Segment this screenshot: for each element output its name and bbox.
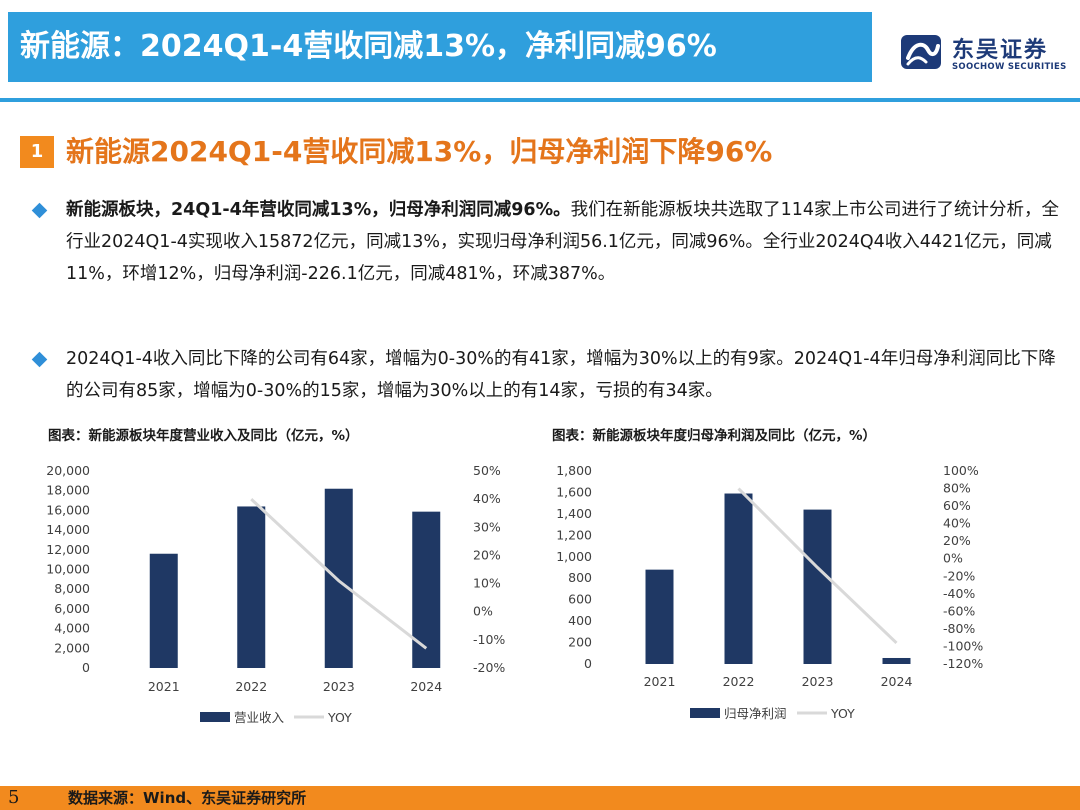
y-axis-tick-label: 6,000	[54, 601, 90, 616]
y-axis-tick-label: 12,000	[46, 542, 90, 557]
x-axis-tick-label: 2022	[235, 679, 267, 694]
bar-mark	[237, 506, 266, 668]
company-logo: 东吴证券 SOOCHOW SECURITIES	[900, 32, 1070, 76]
net-profit-chart: 1,800 1,600 1,400 1,200 1,000 800 600 400 200 0 10…	[556, 463, 983, 721]
y2-axis-tick-label: -100%	[943, 638, 983, 653]
y-axis-tick-label: 1,000	[556, 549, 592, 564]
y2-axis-tick-label: 20%	[473, 547, 501, 562]
legend-bar-label: 归母净利润	[724, 706, 787, 721]
soochow-logo-icon	[901, 35, 941, 69]
y2-axis-tick-label: 60%	[943, 498, 971, 513]
legend-line-label: YOY	[327, 710, 352, 725]
revenue-chart: 20,000 18,000 16,000 14,000 12,000 10,000 8,00…	[46, 463, 505, 725]
y-axis-tick-label: 1,800	[556, 463, 592, 478]
y2-axis-tick-label: 40%	[473, 491, 501, 506]
section-title: 新能源2024Q1-4营收同减13%，归母净利润下降96%	[66, 135, 773, 168]
y2-axis-tick-label: -20%	[473, 660, 505, 675]
x-axis-tick-label: 2023	[323, 679, 355, 694]
y2-axis-tick-label: -60%	[943, 603, 975, 618]
y-axis-tick-label: 14,000	[46, 522, 90, 537]
x-axis-tick-label: 2022	[723, 674, 755, 689]
y-axis-tick-label: 2,000	[54, 640, 90, 655]
header-divider	[0, 98, 1080, 102]
legend-line-label: YOY	[830, 706, 855, 721]
bar-mark	[803, 509, 832, 664]
bullet-1-lead: 新能源板块，24Q1-4年营收同减13%，归母净利润同减96%。	[66, 200, 571, 220]
chart-title-net-profit: 图表：新能源板块年度归母净利润及同比（亿元，%）	[552, 428, 877, 444]
y-axis-tick-label: 600	[568, 592, 592, 607]
yoy-line	[737, 487, 898, 645]
bar-mark	[149, 553, 178, 668]
bar-mark	[324, 488, 353, 668]
bar-mark	[882, 657, 911, 664]
y2-axis-tick-label: 20%	[943, 533, 971, 548]
y2-axis-tick-label: 100%	[943, 463, 979, 478]
bullet-diamond-icon	[31, 202, 48, 219]
y2-axis-tick-label: -120%	[943, 656, 983, 671]
y-axis-tick-label: 800	[568, 570, 592, 585]
y2-axis-tick-label: 50%	[473, 463, 501, 478]
y2-axis-tick-label: 80%	[943, 481, 971, 496]
y2-axis-tick-label: 0%	[473, 604, 493, 619]
y-axis-tick-label: 0	[584, 656, 592, 671]
section-number: 1	[20, 136, 54, 168]
bar-mark	[412, 511, 441, 668]
x-axis-tick-label: 2021	[148, 679, 180, 694]
bar-mark	[724, 493, 753, 664]
y2-axis-tick-label: 10%	[473, 576, 501, 591]
data-source: 数据来源：Wind、东吴证券研究所	[68, 789, 307, 807]
x-axis-tick-label: 2024	[881, 674, 913, 689]
bar-mark	[645, 569, 674, 664]
legend-bar-swatch	[200, 712, 230, 722]
y-axis-tick-label: 10,000	[46, 562, 90, 577]
bullet-2-body: 2024Q1-4收入同比下降的公司有64家，增幅为0-30%的有41家，增幅为3…	[66, 349, 1056, 401]
y-axis-tick-label: 8,000	[54, 581, 90, 596]
page-number: 5	[8, 787, 20, 808]
x-axis-tick-label: 2023	[802, 674, 834, 689]
y-axis-tick-label: 400	[568, 613, 592, 628]
legend-bar-swatch	[690, 708, 720, 718]
y2-axis-tick-label: -40%	[943, 586, 975, 601]
y-axis-tick-label: 1,600	[556, 484, 592, 499]
yoy-line	[250, 498, 428, 650]
bullet-1-body: 我们在新能源板块共选取了114家上市公司进行了统计分析，全行业2024Q1-4实…	[66, 200, 1060, 284]
page-title: 新能源：2024Q1-4营收同减13%，净利同减96%	[8, 12, 872, 82]
y-axis-tick-label: 20,000	[46, 463, 90, 478]
chart-title-revenue: 图表：新能源板块年度营业收入及同比（亿元，%）	[48, 428, 359, 444]
y2-axis-tick-label: 30%	[473, 519, 501, 534]
legend-bar-label: 营业收入	[234, 710, 285, 725]
bullet-diamond-icon	[31, 351, 48, 368]
y-axis-tick-label: 1,200	[556, 527, 592, 542]
x-axis-tick-label: 2021	[644, 674, 676, 689]
logo-name-cn: 东吴证券	[952, 38, 1049, 63]
y2-axis-tick-label: -20%	[943, 568, 975, 583]
y-axis-tick-label: 16,000	[46, 502, 90, 517]
y-axis-tick-label: 18,000	[46, 483, 90, 498]
y2-axis-tick-label: -10%	[473, 632, 505, 647]
y-axis-tick-label: 0	[82, 660, 90, 675]
logo-name-en: SOOCHOW SECURITIES	[952, 62, 1067, 72]
y2-axis-tick-label: 0%	[943, 551, 963, 566]
y2-axis-tick-label: 40%	[943, 516, 971, 531]
y-axis-tick-label: 4,000	[54, 621, 90, 636]
footer-bar: 5 数据来源：Wind、东吴证券研究所	[0, 786, 1080, 810]
y-axis-tick-label: 200	[568, 635, 592, 650]
y2-axis-tick-label: -80%	[943, 621, 975, 636]
x-axis-tick-label: 2024	[410, 679, 442, 694]
y-axis-tick-label: 1,400	[556, 506, 592, 521]
